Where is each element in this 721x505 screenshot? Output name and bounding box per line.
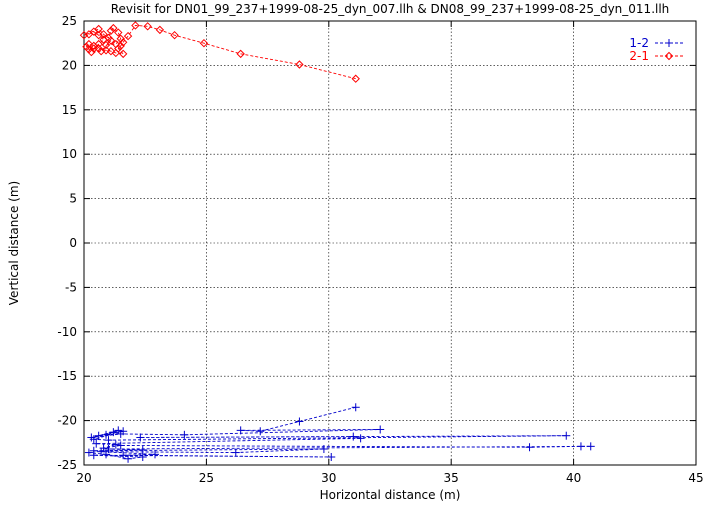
data-point: [576, 442, 585, 451]
data-point: [118, 38, 128, 47]
series-line-1-2: [88, 406, 591, 460]
data-point: [123, 31, 133, 41]
data-point: [109, 428, 118, 437]
data-point: [170, 31, 179, 40]
y-tick-label: 20: [62, 58, 77, 72]
data-point: [94, 431, 103, 440]
data-point: [138, 445, 147, 454]
x-tick-label: 35: [444, 471, 459, 485]
x-axis-title: Horizontal distance (m): [320, 488, 461, 502]
data-point: [327, 453, 336, 462]
data-point: [150, 450, 159, 459]
y-tick-label: 5: [69, 192, 77, 206]
data-point: [96, 46, 106, 56]
data-point: [79, 31, 89, 40]
x-tick-label: 40: [566, 471, 581, 485]
data-point: [106, 36, 116, 45]
data-point: [84, 30, 94, 39]
data-point: [111, 440, 120, 449]
data-point: [143, 22, 152, 31]
y-tick-label: -25: [57, 458, 77, 472]
data-point: [102, 450, 111, 459]
data-point: [119, 427, 128, 436]
data-point: [109, 23, 118, 33]
y-tick-label: -20: [57, 414, 77, 428]
axis-ticks: 20 25 30 35 40 45 -25 -20 -15 -10 -5 0 5 10 15 20 25: [57, 14, 703, 485]
data-point: [138, 453, 147, 462]
data-point: [118, 49, 128, 59]
data-point: [94, 24, 103, 34]
data-point: [356, 434, 365, 443]
data-point: [199, 38, 209, 48]
data-point: [87, 47, 96, 57]
data-point: [84, 448, 93, 457]
data-point: [102, 430, 111, 439]
data-point: [256, 427, 265, 436]
x-tick-label: 45: [688, 471, 703, 485]
data-point: [180, 430, 189, 439]
data-point: [525, 443, 534, 452]
data-point: [97, 447, 106, 456]
data-point: [562, 431, 571, 440]
data-point: [104, 445, 113, 454]
data-point: [155, 25, 165, 35]
data-point: [101, 40, 111, 50]
grid-lines: [84, 21, 696, 465]
data-point: [89, 451, 98, 460]
y-tick-label: 10: [62, 147, 77, 161]
y-tick-label: 25: [62, 14, 77, 28]
data-point: [119, 451, 128, 460]
data-point: [349, 432, 358, 441]
y-tick-label: 0: [69, 236, 77, 250]
data-point: [351, 74, 360, 83]
data-point: [114, 426, 123, 435]
data-point: [89, 435, 98, 444]
y-tick-label: -10: [57, 325, 77, 339]
data-point: [295, 417, 304, 426]
y-tick-label: -5: [65, 280, 77, 294]
chart-title: Revisit for DN01_99_237+1999-08-25_dyn_0…: [111, 2, 670, 16]
data-point: [236, 426, 245, 435]
data-point: [92, 439, 101, 448]
data-point: [351, 403, 360, 412]
data-point: [136, 433, 145, 442]
data-point: [376, 425, 385, 434]
data-point: [295, 60, 304, 69]
data-point: [124, 454, 133, 463]
data-point: [94, 39, 103, 49]
y-axis-title: Vertical distance (m): [7, 181, 21, 305]
data-point: [231, 448, 240, 457]
series-line-2-1: [83, 24, 356, 80]
data-point: [116, 34, 125, 43]
data-point: [236, 49, 245, 59]
legend-marker: [665, 39, 673, 47]
series-1-2: [84, 403, 595, 463]
data-point: [114, 28, 123, 37]
data-point: [101, 46, 111, 55]
x-tick-label: 25: [199, 471, 214, 485]
data-point: [319, 445, 328, 454]
x-tick-label: 20: [76, 471, 91, 485]
data-point: [99, 30, 108, 39]
data-point: [131, 21, 140, 30]
data-point: [116, 441, 125, 450]
series-layer: [79, 21, 595, 463]
data-point: [586, 442, 595, 451]
x-tick-label: 30: [321, 471, 336, 485]
legend-label: 1-2: [629, 36, 649, 50]
legend: 1-22-1: [629, 36, 683, 63]
data-point: [104, 436, 113, 445]
data-point: [106, 26, 116, 35]
series-2-1: [79, 21, 360, 83]
data-point: [89, 44, 98, 53]
legend-marker: [664, 51, 674, 61]
legend-label: 2-1: [629, 49, 649, 63]
y-tick-label: -15: [57, 369, 77, 383]
y-tick-label: 15: [62, 103, 77, 117]
data-point: [111, 39, 121, 49]
